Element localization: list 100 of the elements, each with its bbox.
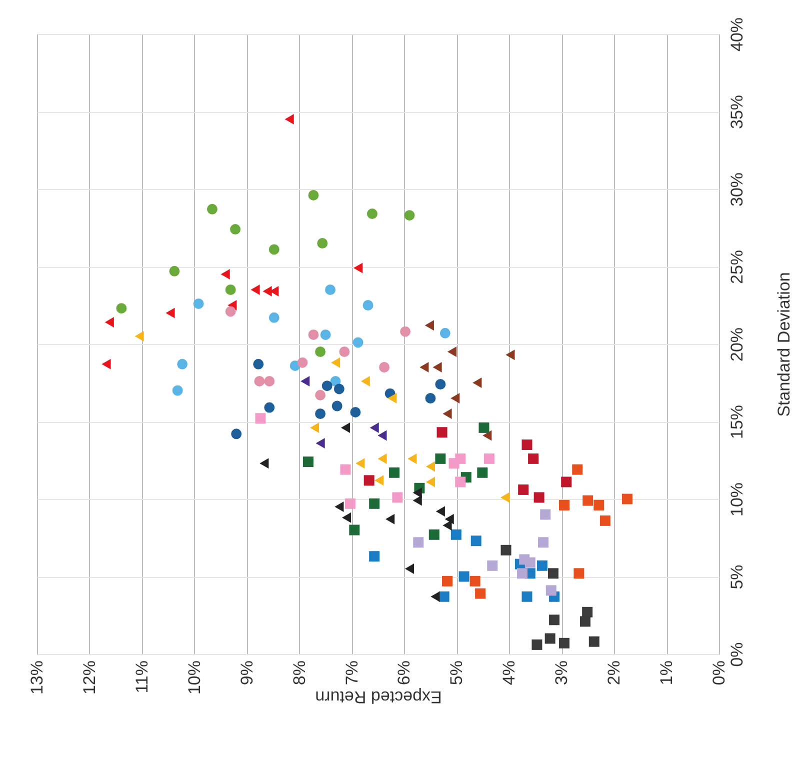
point (478, 422, 490, 433)
point (230, 224, 241, 235)
y-tick-label: 25% (728, 250, 746, 284)
point (472, 378, 482, 388)
point (350, 406, 361, 418)
point (366, 208, 378, 220)
point (426, 476, 436, 488)
x-tick-label: 3% (552, 660, 572, 686)
point (440, 328, 450, 338)
point (600, 515, 610, 526)
point (450, 393, 460, 404)
point (325, 284, 336, 295)
point (500, 544, 512, 556)
x-tick-label: 1% (657, 660, 676, 686)
point (528, 453, 539, 464)
point (524, 557, 536, 568)
x-tick-label: 2% (604, 660, 624, 686)
point (538, 537, 548, 548)
point (432, 362, 442, 372)
point (532, 639, 542, 650)
point (342, 512, 352, 523)
point (442, 520, 452, 531)
point (455, 476, 466, 488)
point (220, 269, 230, 280)
point (374, 475, 384, 486)
point (389, 467, 400, 478)
point (378, 453, 387, 464)
x-tick-label: 0% (710, 660, 728, 686)
point (193, 298, 204, 309)
point (362, 300, 374, 310)
point (404, 210, 415, 221)
point (408, 453, 417, 464)
point (549, 614, 560, 626)
point (356, 458, 365, 469)
point (262, 286, 272, 297)
point (166, 308, 175, 318)
point (450, 529, 462, 540)
point (540, 509, 551, 520)
point (172, 385, 183, 396)
point (364, 475, 374, 486)
point (392, 492, 403, 503)
point (522, 440, 532, 450)
point (435, 379, 446, 390)
point (428, 529, 440, 540)
point (442, 408, 452, 419)
x-tick-label: 11% (132, 660, 152, 694)
point (546, 585, 556, 596)
point (412, 488, 422, 498)
point (225, 306, 236, 317)
point (225, 284, 236, 295)
point (316, 438, 325, 448)
point (536, 560, 548, 571)
x-tick-label: 13% (28, 660, 46, 695)
point (426, 461, 436, 472)
point (420, 362, 429, 372)
point (430, 591, 440, 602)
x-axis-title: Expected Return (315, 688, 442, 707)
point (268, 244, 280, 255)
point (264, 402, 275, 413)
point (458, 571, 470, 582)
point (134, 331, 144, 342)
point (302, 456, 314, 468)
point (315, 346, 326, 357)
x-tick-label: 7% (342, 660, 362, 686)
point (594, 500, 604, 510)
point (438, 591, 450, 602)
y-tick-label: 30% (728, 172, 746, 207)
point (339, 346, 350, 357)
y-tick-label: 15% (728, 404, 746, 440)
point (352, 337, 364, 348)
point (369, 498, 380, 509)
point (447, 346, 457, 357)
y-tick-label: 40% (728, 17, 746, 52)
point (517, 568, 528, 579)
point (436, 427, 448, 438)
point (622, 494, 632, 504)
point (310, 422, 320, 433)
point (320, 329, 331, 340)
point (435, 453, 446, 464)
point (260, 458, 269, 469)
x-tick-label: 5% (447, 660, 466, 686)
point (558, 500, 570, 510)
point (572, 464, 583, 475)
point (588, 636, 600, 647)
point (334, 384, 344, 394)
y-tick-label: 5% (728, 564, 746, 590)
point (315, 408, 326, 419)
point (378, 430, 387, 441)
point (354, 262, 363, 274)
point (455, 453, 466, 464)
point (425, 393, 436, 404)
point (255, 413, 266, 424)
point (470, 536, 482, 546)
y-tick-label: 20% (728, 327, 746, 362)
point (436, 506, 445, 517)
point (482, 430, 492, 441)
point (349, 524, 360, 536)
point (334, 502, 344, 512)
point (254, 376, 265, 386)
point (487, 560, 498, 571)
